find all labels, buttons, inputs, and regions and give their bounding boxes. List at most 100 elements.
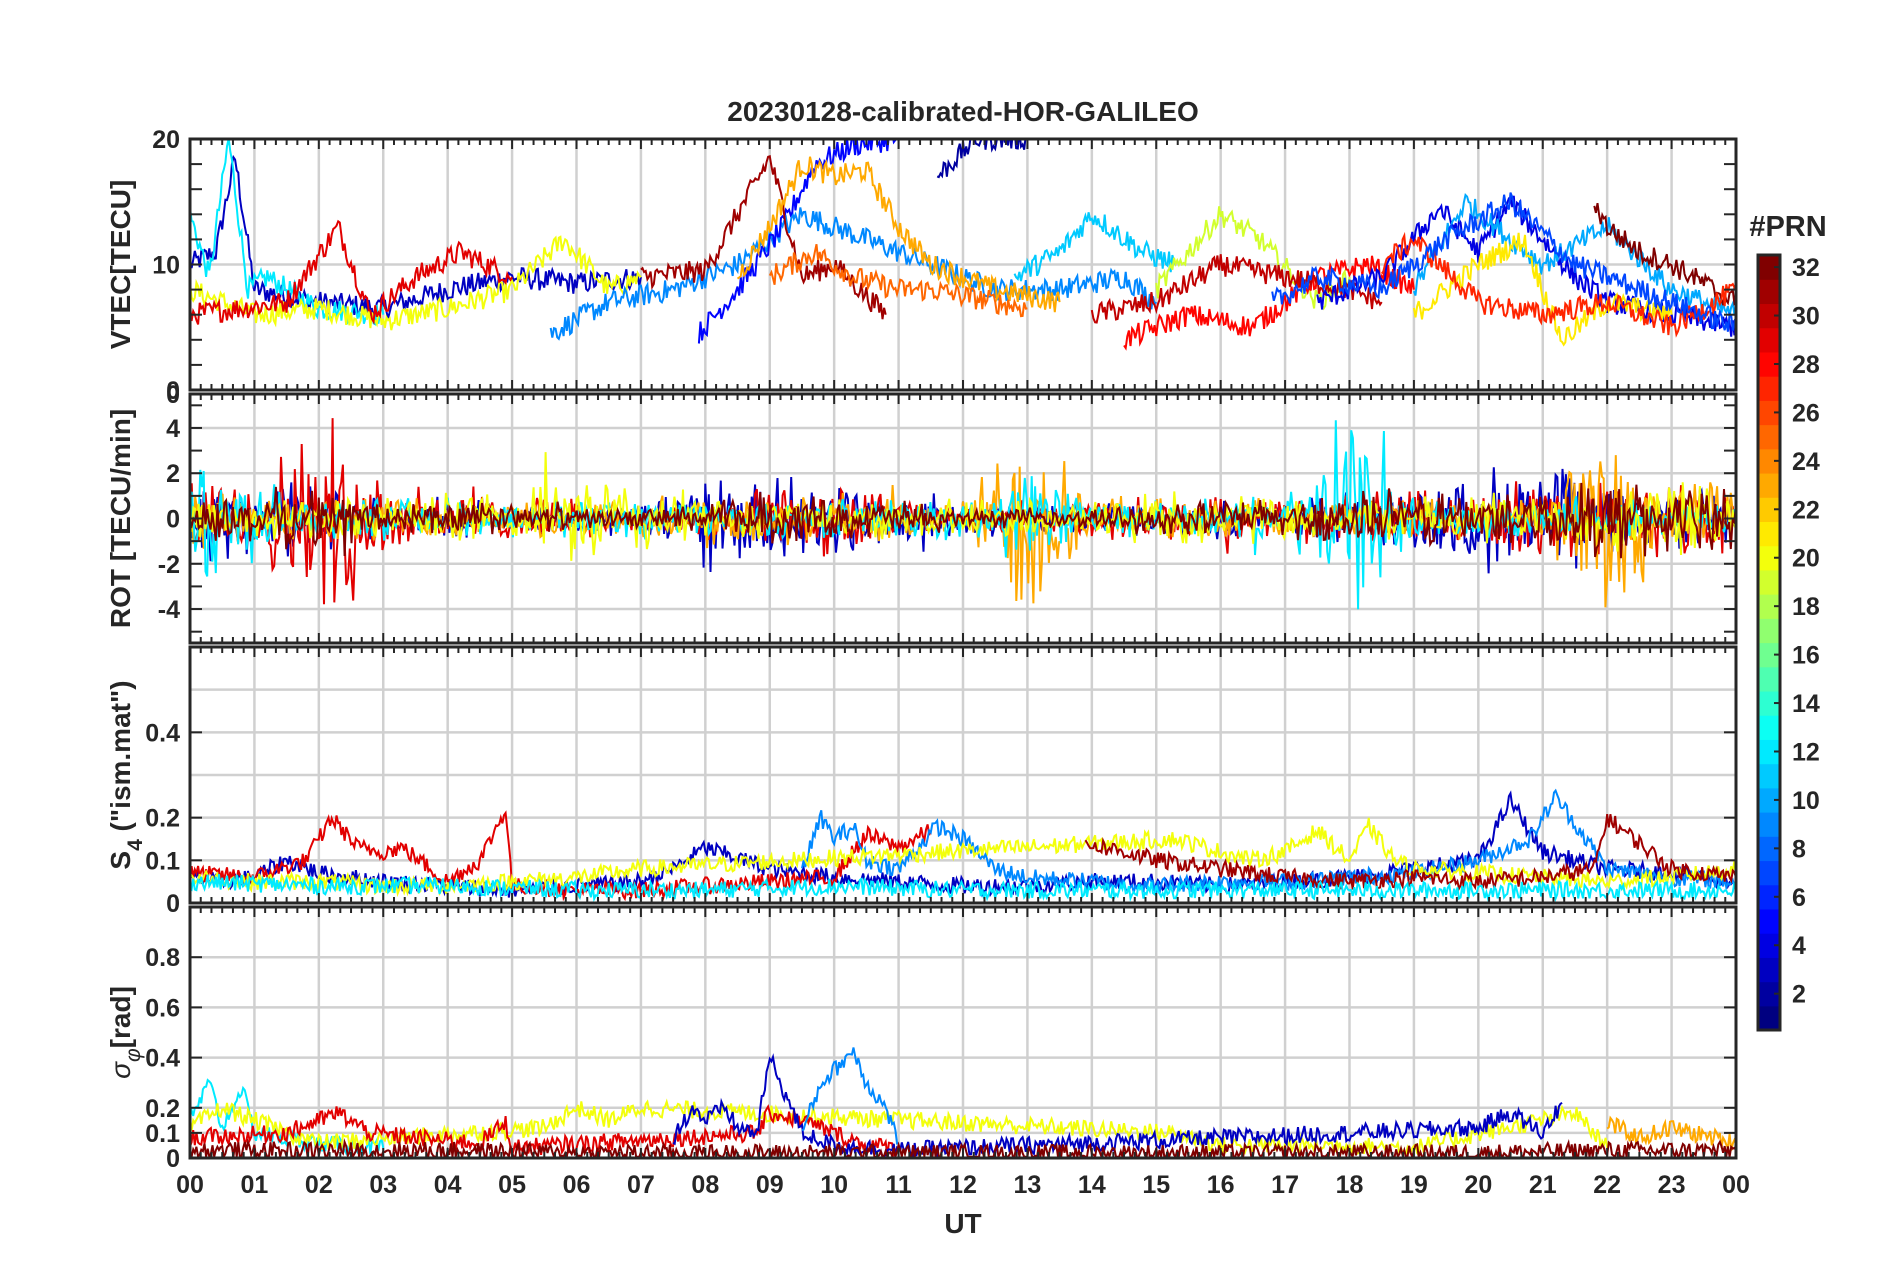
series-prn-3 xyxy=(190,154,642,319)
colorbar-tick-label: 8 xyxy=(1792,835,1806,863)
x-tick-label: 16 xyxy=(1207,1171,1235,1199)
series-prn-20 xyxy=(190,452,1736,561)
colorbar-tick-label: 14 xyxy=(1792,690,1820,718)
x-tick-label: 11 xyxy=(885,1171,912,1199)
colorbar-tick-label: 28 xyxy=(1792,351,1820,379)
colorbar-frame xyxy=(1756,253,1782,1032)
series-prn-21 xyxy=(1412,232,1673,347)
series-prn-9 xyxy=(801,1047,899,1145)
series-group xyxy=(190,788,1736,903)
colorbar-band xyxy=(1758,763,1780,789)
colorbar-label: #PRN xyxy=(1749,211,1826,243)
x-tick-label: 17 xyxy=(1271,1171,1299,1199)
colorbar-tick-label: 20 xyxy=(1792,545,1820,573)
x-tick-label: 18 xyxy=(1336,1171,1364,1199)
series-prn-11 xyxy=(1013,212,1177,282)
series-prn-9 xyxy=(549,207,1158,341)
panel-s4: 00.10.20.4S4 ("ism.mat") xyxy=(105,645,1738,918)
colorbar-band xyxy=(1758,424,1780,450)
x-tick-label: 15 xyxy=(1142,1171,1170,1199)
series-prn-7 xyxy=(1271,192,1736,332)
series-prn-27 xyxy=(1380,231,1736,338)
y-tick-label: -4 xyxy=(158,596,180,624)
y-axis-label-base: S xyxy=(105,851,136,870)
colorbar-band xyxy=(1758,351,1780,377)
colorbar-tick-label: 10 xyxy=(1792,787,1820,815)
x-tick-label: 08 xyxy=(691,1171,719,1199)
y-tick-label: 0 xyxy=(166,506,180,534)
x-tick-label: 06 xyxy=(563,1171,591,1199)
x-tick-label: 07 xyxy=(627,1171,655,1199)
y-axis-label-rest: ("ism.mat") xyxy=(105,680,136,839)
series-prn-28 xyxy=(1123,255,1415,351)
x-tick-label: 09 xyxy=(756,1171,784,1199)
colorbar-band xyxy=(1758,594,1780,619)
colorbar-band xyxy=(1758,472,1780,498)
y-tick-label: 0.2 xyxy=(145,805,180,833)
colorbar-band xyxy=(1758,739,1780,765)
series-prn-20 xyxy=(190,1098,1609,1158)
x-tick-label: 20 xyxy=(1464,1171,1492,1199)
y-axis-label-sym: σ xyxy=(105,1061,136,1079)
x-tick-label: 21 xyxy=(1529,1171,1557,1199)
colorbar-band xyxy=(1758,618,1780,644)
series-group xyxy=(190,418,1736,610)
colorbar-band xyxy=(1758,255,1780,280)
x-tick-label: 13 xyxy=(1014,1171,1042,1199)
colorbar-band xyxy=(1758,400,1780,426)
y-tick-label: 0 xyxy=(166,1145,180,1173)
colorbar-tick-label: 32 xyxy=(1792,254,1820,282)
y-tick-label: 0.8 xyxy=(145,944,180,972)
x-tick-label: 00 xyxy=(1722,1171,1750,1199)
colorbar-band xyxy=(1758,521,1780,547)
series-prn-29 xyxy=(190,1104,899,1158)
colorbar-band xyxy=(1758,642,1780,668)
chart-title: 20230128-calibrated-HOR-GALILEO xyxy=(727,96,1199,127)
y-tick-label: 0.1 xyxy=(145,847,180,875)
series-prn-20 xyxy=(190,235,642,331)
y-axis-label: S4 ("ism.mat") xyxy=(105,680,147,869)
colorbar-band xyxy=(1758,933,1780,958)
colorbar-band xyxy=(1758,666,1780,692)
colorbar-tick-label: 30 xyxy=(1792,303,1820,331)
x-tick-label: 00 xyxy=(176,1171,204,1199)
series-prn-10 xyxy=(1412,193,1736,317)
y-tick-label: 0.4 xyxy=(145,719,180,747)
x-tick-label: 14 xyxy=(1078,1171,1106,1199)
x-tick-label: 19 xyxy=(1400,1171,1428,1199)
colorbar-band xyxy=(1758,957,1780,983)
y-tick-label: 20 xyxy=(152,126,180,154)
series-prn-25 xyxy=(768,243,1028,318)
x-tick-labels: 00 01 02 03 04 05 06 07 08 09 10 11 12 13 14 15 16 17 18 19… xyxy=(176,1171,1750,1199)
series-prn-23 xyxy=(1606,1115,1736,1152)
colorbar-tick-label: 26 xyxy=(1792,399,1820,427)
x-tick-label: 22 xyxy=(1593,1171,1621,1199)
colorbar-band xyxy=(1758,787,1780,813)
colorbar-band xyxy=(1758,690,1780,716)
colorbar-band xyxy=(1758,497,1780,523)
colorbar-band xyxy=(1758,715,1780,740)
y-tick-label: 0 xyxy=(166,890,180,918)
colorbar-band xyxy=(1758,327,1780,353)
y-tick-label: 4 xyxy=(166,415,180,443)
y-axis-label: ROT [TECU/min] xyxy=(105,409,136,628)
series-prn-9 xyxy=(801,788,1736,895)
colorbar-tick-label: 12 xyxy=(1792,738,1820,766)
y-axis-label-sub: 4 xyxy=(124,839,147,851)
x-tick-label: 04 xyxy=(434,1171,462,1199)
colorbar-band xyxy=(1758,884,1780,910)
y-tick-label: -2 xyxy=(158,551,180,579)
x-tick-label: 03 xyxy=(369,1171,397,1199)
colorbar-band xyxy=(1758,545,1780,571)
series-prn-12 xyxy=(190,874,1736,903)
colorbar-band xyxy=(1758,448,1780,474)
series-prn-5 xyxy=(697,139,899,344)
panel-vtec: 0 10 20 VTEC[TECU] xyxy=(105,126,1738,405)
x-tick-label: 23 xyxy=(1658,1171,1686,1199)
colorbar-tick-label: 16 xyxy=(1792,642,1820,670)
y-tick-label: 0 xyxy=(166,377,180,405)
x-tick-label: 05 xyxy=(498,1171,526,1199)
x-tick-label: 12 xyxy=(949,1171,977,1199)
